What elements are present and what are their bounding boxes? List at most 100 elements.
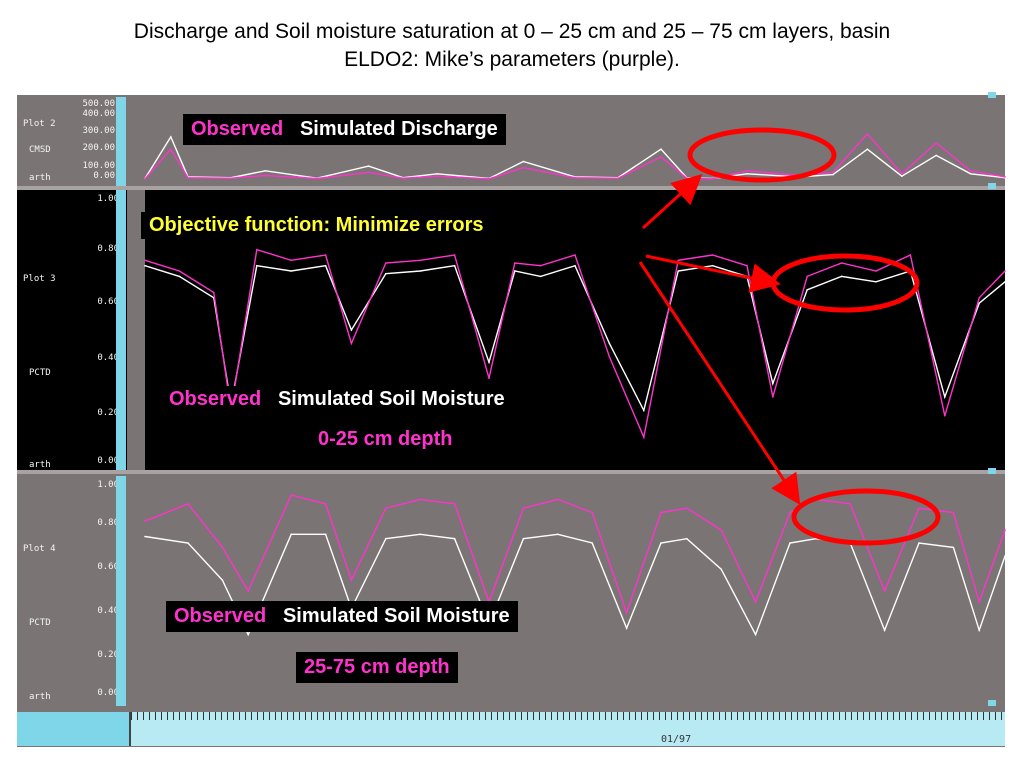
data-point-plot-4-s0-22 <box>883 629 886 631</box>
discharge-legend-box: Observed Simulated Discharge <box>183 114 506 145</box>
time-axis-track[interactable]: 01/97 <box>129 712 1005 746</box>
data-point-plot-3-s0-13 <box>539 275 542 278</box>
data-point-plot-3-s1-8 <box>385 262 387 264</box>
data-point-plot-2-s1-9 <box>488 178 490 180</box>
data-point-plot-4-s0-24 <box>952 546 955 549</box>
objective-label: Objective function: Minimize errors <box>149 214 484 236</box>
data-point-plot-4-s0-3 <box>247 633 249 636</box>
plot-3-footer: arth <box>29 460 51 470</box>
plot-4-tick-4: 0.20 <box>97 650 119 660</box>
data-point-plot-3-s1-12 <box>514 262 516 264</box>
data-point-plot-2-s0-21 <box>935 154 937 157</box>
data-point-plot-2-s1-19 <box>866 133 869 135</box>
sm2-depth-box: 25-75 cm depth <box>296 652 458 683</box>
data-point-plot-3-s0-14 <box>574 264 576 267</box>
data-point-plot-3-s1-22 <box>840 262 843 264</box>
data-point-plot-2-s1-3 <box>230 177 232 179</box>
sm1-observed-label: Observed <box>169 388 262 410</box>
data-point-plot-3-s1-18 <box>711 254 714 256</box>
data-point-plot-4-s1-7 <box>385 507 387 509</box>
time-axis-bar[interactable]: 01/97 <box>17 712 1005 746</box>
arrow-to-sm1 <box>645 254 781 293</box>
arrow-to-sm2 <box>638 261 801 506</box>
data-point-plot-3-s1-14 <box>574 254 576 256</box>
highlight-ellipse-sm1 <box>770 253 920 313</box>
data-point-plot-3-s1-19 <box>746 264 748 267</box>
series-line-observed-plot-2 <box>144 132 1006 180</box>
plot-2-label: Plot 2 <box>23 119 56 129</box>
highlight-ellipse-discharge <box>687 127 837 183</box>
divider-2 <box>17 470 1005 474</box>
data-point-plot-2-s1-10 <box>522 166 525 169</box>
data-point-plot-3-s0-22 <box>840 275 843 278</box>
data-point-plot-4-s1-12 <box>557 498 559 501</box>
time-axis-label: 01/97 <box>661 734 692 745</box>
data-point-plot-3-s0-12 <box>514 270 516 272</box>
data-point-plot-2-s1-5 <box>316 177 318 180</box>
data-point-plot-3-s0-27 <box>1004 281 1006 283</box>
data-point-plot-4-s1-0 <box>144 520 146 522</box>
data-point-plot-2-s1-11 <box>574 176 576 179</box>
data-point-plot-4-s0-17 <box>720 568 722 570</box>
plot-3-tick-1: 0.80 <box>97 244 119 254</box>
plot-3-unit: PCTD <box>29 368 51 378</box>
plot-2-tick-1: 400.00 <box>82 109 115 119</box>
data-point-plot-3-s0-5 <box>290 270 292 272</box>
data-point-plot-3-s1-13 <box>539 264 542 267</box>
data-point-plot-4-s0-15 <box>660 542 662 544</box>
plot-3-tick-2: 0.60 <box>97 297 119 307</box>
data-point-plot-4-s0-9 <box>453 537 456 540</box>
data-point-plot-2-s1-15 <box>711 178 714 180</box>
plot-2-tick-0: 500.00 <box>82 99 115 109</box>
resize-handle-2[interactable] <box>988 183 996 189</box>
data-point-plot-4-s1-25 <box>978 601 980 603</box>
resize-handle-1[interactable] <box>988 92 996 98</box>
resize-handle-4[interactable] <box>988 700 996 706</box>
data-point-plot-4-s1-16 <box>686 507 688 509</box>
data-point-plot-4-s0-23 <box>918 542 920 544</box>
plot-3-scroll-handle[interactable] <box>116 190 126 470</box>
plot-3-label-column: Plot 3 PCTD arth 1.00 0.80 0.60 0.40 0.2… <box>17 190 127 470</box>
data-point-plot-4-s1-14 <box>625 612 628 614</box>
data-point-plot-4-s1-5 <box>324 503 327 505</box>
plot-4-label: Plot 4 <box>23 544 56 554</box>
data-point-plot-4-s0-2 <box>221 579 224 581</box>
slide-title: Discharge and Soil moisture saturation a… <box>0 18 1024 74</box>
resize-handle-3[interactable] <box>988 468 996 474</box>
data-point-plot-2-s1-21 <box>935 142 937 144</box>
objective-box: Objective function: Minimize errors <box>141 212 492 239</box>
data-point-plot-3-s1-23 <box>875 270 877 272</box>
data-point-plot-3-s0-7 <box>350 329 353 331</box>
data-point-plot-3-s1-1 <box>178 270 181 272</box>
data-point-plot-4-s1-2 <box>221 546 224 549</box>
sm1-simulated-label: Simulated Soil Moisture <box>277 388 505 410</box>
data-point-plot-3-s1-24 <box>909 254 912 256</box>
sm2-depth-label: 25-75 cm depth <box>304 656 450 678</box>
data-point-plot-3-s0-23 <box>875 281 877 283</box>
data-point-plot-2-s1-16 <box>746 170 748 172</box>
plot-2-scroll-handle[interactable] <box>116 97 126 186</box>
plot-4-scroll-handle[interactable] <box>116 476 126 706</box>
data-point-plot-2-s0-16 <box>746 173 748 175</box>
title-line-2: ELDO2: Mike’s parameters (purple). <box>344 48 680 71</box>
data-point-plot-3-s0-20 <box>772 382 774 385</box>
data-point-plot-3-s1-20 <box>772 396 774 398</box>
data-point-plot-4-s1-22 <box>883 590 886 592</box>
plot-3-tick-5: 0.00 <box>97 456 119 466</box>
sm1-depth-label: 0-25 cm depth <box>318 428 453 450</box>
plot-4-tick-0: 1.00 <box>97 480 119 490</box>
data-point-plot-4-s1-17 <box>720 529 722 531</box>
data-point-plot-3-s1-16 <box>643 436 645 438</box>
data-point-plot-3-s0-25 <box>944 396 946 398</box>
data-point-plot-4-s1-15 <box>660 511 662 514</box>
sm2-observed-label: Observed <box>174 605 267 627</box>
discharge-simulated-label: Simulated Discharge <box>299 118 498 140</box>
highlight-ellipse-sm2 <box>791 488 941 546</box>
data-point-plot-4-s0-4 <box>290 533 292 536</box>
plot-2-label-column: Plot 2 CMSD arth 500.00 400.00 300.00 20… <box>17 97 127 186</box>
plot-2-tick-2: 300.00 <box>82 126 115 136</box>
data-point-plot-3-s0-1 <box>178 275 181 278</box>
data-point-plot-2-s1-0 <box>144 178 146 180</box>
data-point-plot-3-s1-27 <box>1004 270 1006 272</box>
data-point-plot-3-s0-8 <box>385 272 387 275</box>
